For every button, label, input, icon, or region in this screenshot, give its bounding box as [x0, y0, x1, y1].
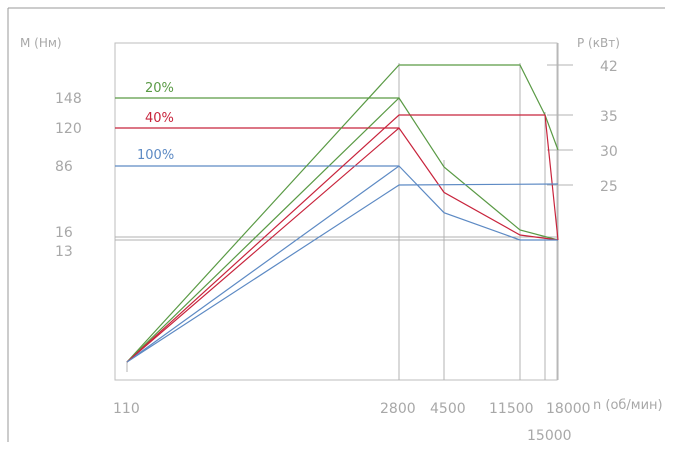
plot-frame	[114, 42, 558, 381]
power-line-40pct	[126, 114, 559, 363]
left-tick-label-13: 13	[55, 244, 73, 260]
series-label-100pct: 100%	[137, 148, 174, 163]
x-tick-label-2800: 2800	[380, 401, 416, 417]
x-tick-label-18000: 18000	[546, 401, 591, 417]
series	[115, 64, 559, 363]
right-tick-label-25: 25	[600, 179, 618, 195]
series-label-40pct: 40%	[145, 111, 174, 126]
left-tick-label-16: 16	[55, 225, 73, 241]
x-axis-title: n (об/мин)	[593, 398, 663, 413]
right-tick-label-42: 42	[600, 59, 618, 75]
series-label-20pct: 20%	[145, 81, 174, 96]
left-tick-label-120: 120	[55, 121, 82, 137]
x-tick-label-110: 110	[113, 401, 140, 417]
x-tick-label-11500: 11500	[489, 401, 534, 417]
frame	[7, 7, 665, 442]
left-tick-label-148: 148	[55, 91, 82, 107]
torque-line-40pct	[126, 127, 559, 363]
left-tick-label-86: 86	[55, 159, 73, 175]
torque-line-20pct	[126, 97, 559, 363]
grid	[126, 43, 573, 380]
right-axis-title: P (кВт)	[577, 36, 620, 50]
reference-lines	[115, 236, 557, 241]
torque-line-100pct	[126, 165, 558, 363]
x-tick-label-15000: 15000	[527, 428, 572, 444]
x-tick-label-4500: 4500	[430, 401, 466, 417]
power-line-20pct	[126, 64, 559, 363]
left-axis-title: M (Нм)	[20, 36, 62, 50]
right-tick-label-30: 30	[600, 144, 618, 160]
power-line-100pct	[126, 183, 559, 363]
labels: M (Нм) P (кВт) n (об/мин) 20% 40% 100% 148 1…	[20, 36, 663, 444]
right-tick-label-35: 35	[600, 109, 618, 125]
